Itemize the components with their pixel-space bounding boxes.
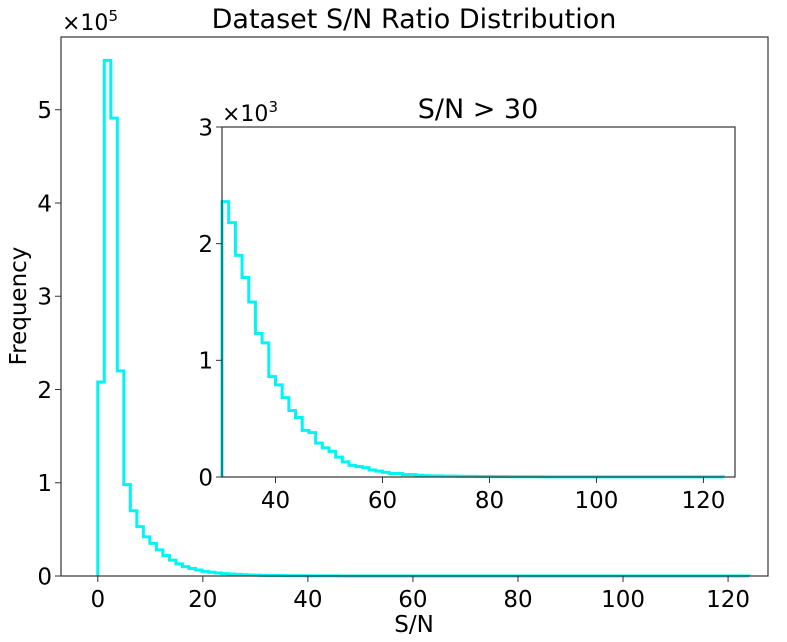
inset-xtick-label: 100 [574, 488, 618, 514]
main-bin [169, 560, 176, 576]
inset-title: S/N > 30 [418, 94, 539, 125]
inset-bin [275, 385, 282, 477]
main-ytick-label: 3 [37, 285, 52, 311]
main-bin [150, 543, 157, 576]
main-bin [117, 371, 124, 576]
main-xtick-label: 40 [293, 587, 322, 613]
main-title: Dataset S/N Ratio Distribution [212, 4, 617, 35]
main-bin [182, 567, 189, 576]
main-bin [137, 527, 144, 576]
main-ytick-label: 4 [37, 191, 52, 217]
inset-bin [376, 471, 383, 477]
inset-bin [356, 467, 363, 478]
main-bin [195, 570, 202, 576]
main-xlabel: S/N [394, 612, 434, 638]
inset-bin [235, 255, 242, 477]
main-bin [98, 382, 105, 576]
main-bin [111, 118, 118, 576]
inset-ytick-label: 0 [198, 465, 213, 491]
inset-y-multiplier: ×103 [222, 98, 278, 127]
inset-bin [336, 457, 343, 477]
inset-bin [269, 377, 276, 477]
main-bin [124, 485, 131, 576]
inset-bin [249, 302, 256, 477]
main-bin [176, 564, 183, 576]
inset-bin [349, 465, 356, 477]
inset-bin [342, 462, 349, 477]
inset-bin [302, 430, 309, 477]
inset-bin [242, 278, 249, 478]
main-xtick-label: 80 [503, 587, 532, 613]
main-xtick-label: 60 [398, 587, 427, 613]
inset-bin [369, 470, 376, 477]
main-bin [143, 537, 150, 576]
inset-bin [309, 433, 316, 477]
inset-ytick-label: 1 [198, 349, 213, 375]
main-ytick-label: 0 [37, 564, 52, 590]
main-ytick-label: 1 [37, 471, 52, 497]
inset-ytick-label: 2 [198, 232, 213, 258]
inset-bin [222, 202, 229, 477]
inset-bin [282, 398, 289, 477]
main-ytick-label: 2 [37, 378, 52, 404]
inset-xtick-label: 40 [261, 488, 290, 514]
inset-bin [362, 468, 369, 477]
main-xtick-label: 120 [706, 587, 750, 613]
inset-bin [296, 418, 303, 478]
main-xtick-label: 20 [188, 587, 217, 613]
inset-bin [322, 448, 329, 477]
main-xtick-label: 0 [90, 587, 105, 613]
inset-ytick-label: 3 [198, 115, 213, 141]
inset-bin [255, 334, 262, 478]
main-ytick-label: 5 [37, 98, 52, 124]
main-bin [163, 555, 170, 576]
inset-bin [229, 223, 236, 477]
inset-bin [262, 343, 269, 477]
main-bin [130, 511, 137, 576]
main-bin [189, 569, 196, 576]
main-xtick-label: 100 [601, 587, 645, 613]
inset-bin [329, 451, 336, 477]
main-ylabel: Frequency [6, 247, 32, 366]
inset-xtick-label: 80 [475, 488, 504, 514]
main-bin [202, 571, 209, 576]
inset-bin [382, 472, 389, 477]
main-bin [104, 60, 111, 576]
inset-bin [289, 411, 296, 478]
main-bin [156, 550, 163, 576]
inset-xtick-label: 60 [368, 488, 397, 514]
main-y-multiplier: ×105 [62, 7, 118, 36]
inset-bin [316, 443, 323, 477]
inset-xtick-label: 120 [681, 488, 725, 514]
